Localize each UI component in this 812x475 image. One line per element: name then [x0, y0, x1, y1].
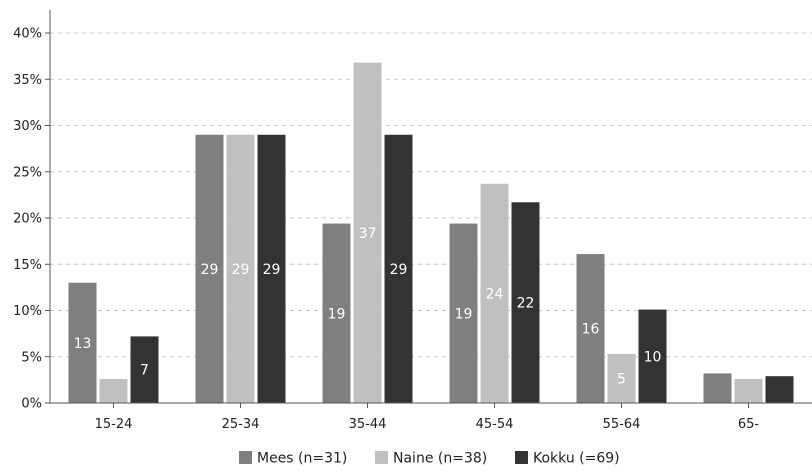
bar-35-44-2 [353, 62, 382, 403]
bar-55-64-2 [607, 353, 636, 403]
bar-15-24-2 [99, 378, 128, 403]
bar-45-54-1 [449, 223, 478, 403]
legend-label: Naine (n=38) [393, 451, 487, 467]
x-tick-label: 15-24 [95, 417, 133, 432]
x-tick-label: 45-54 [476, 417, 514, 432]
data-label: 24 [486, 286, 504, 302]
legend-item: Naine (n=38) [375, 451, 487, 467]
y-tick-label: 5% [21, 350, 42, 365]
data-label: 22 [517, 296, 535, 312]
legend-label: Kokku (=69) [533, 451, 620, 467]
data-label: 37 [359, 226, 377, 242]
bars [68, 62, 794, 403]
data-label: 19 [328, 306, 346, 322]
data-label: 5 [617, 371, 626, 387]
bar-45-54-3 [511, 202, 540, 403]
data-label: 19 [455, 306, 473, 322]
data-label: 7 [140, 363, 149, 379]
data-label: 29 [390, 262, 408, 278]
data-label: 29 [201, 262, 219, 278]
bar-65--1 [703, 373, 732, 403]
y-tick-label: 0% [21, 397, 42, 412]
bar-35-44-1 [322, 223, 351, 403]
data-labels: 13 7 29 29 29 19 37 29 19 24 22 16 5 10 [74, 226, 662, 388]
x-axis-ticks: 15-24 25-34 35-44 45-54 55-64 65- [95, 403, 760, 432]
y-tick-label: 10% [13, 304, 42, 319]
bar-45-54-2 [480, 183, 509, 403]
legend-swatch [239, 451, 252, 464]
bar-55-64-3 [638, 309, 667, 403]
legend-label: Mees (n=31) [257, 451, 347, 467]
data-label: 16 [582, 322, 600, 338]
legend-swatch [375, 451, 388, 464]
bar-35-44-3 [384, 134, 413, 403]
legend-swatch [515, 451, 528, 464]
data-label: 29 [263, 262, 281, 278]
x-tick-label: 35-44 [349, 417, 387, 432]
bar-25-34-1 [195, 134, 224, 403]
legend: Mees (n=31) Naine (n=38) Kokku (=69) [239, 451, 620, 467]
axes [49, 10, 812, 404]
legend-item: Kokku (=69) [515, 451, 620, 467]
y-tick-label: 20% [13, 212, 42, 227]
data-label: 29 [232, 262, 250, 278]
bar-65--2 [734, 378, 763, 403]
x-tick-label: 55-64 [603, 417, 641, 432]
y-tick-label: 15% [13, 258, 42, 273]
y-tick-label: 35% [13, 73, 42, 88]
legend-item: Mees (n=31) [239, 451, 347, 467]
y-tick-label: 40% [13, 27, 42, 42]
bar-15-24-3 [130, 336, 159, 403]
bar-65--3 [765, 376, 794, 403]
y-axis-ticks: 0% 5% 10% 15% 20% 25% 30% 35% 40% [13, 27, 50, 412]
bar-15-24-1 [68, 282, 97, 403]
y-tick-label: 30% [13, 119, 42, 134]
bar-55-64-1 [576, 254, 605, 403]
data-label: 13 [74, 336, 92, 352]
data-label: 10 [644, 349, 662, 365]
bar-25-34-2 [226, 134, 255, 403]
grid-lines [50, 32, 812, 358]
x-tick-label: 65- [738, 417, 760, 432]
y-tick-label: 25% [13, 165, 42, 180]
x-tick-label: 25-34 [222, 417, 260, 432]
bar-25-34-3 [257, 134, 286, 403]
